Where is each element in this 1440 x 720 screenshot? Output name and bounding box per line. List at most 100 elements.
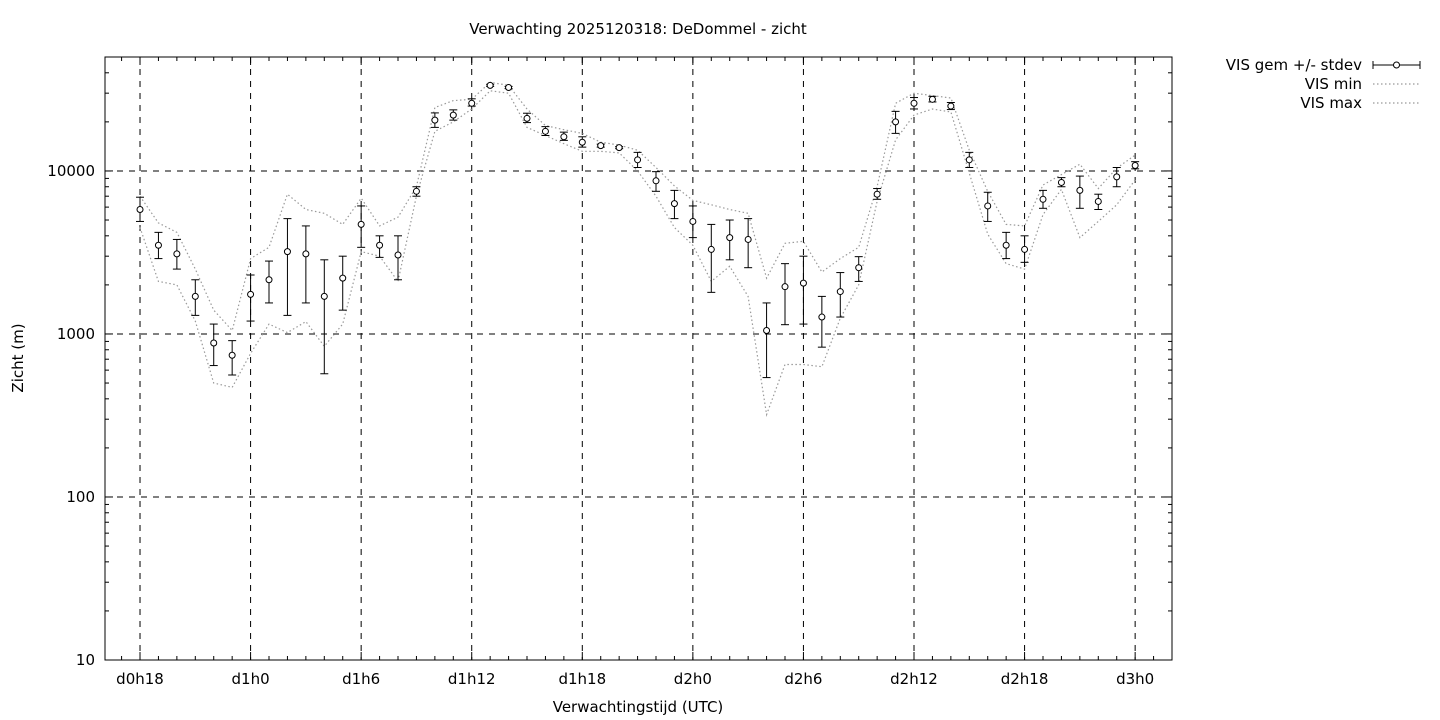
data-point — [301, 225, 310, 304]
data-point — [946, 101, 955, 111]
mean-point — [247, 290, 255, 298]
data-point — [652, 171, 661, 192]
mean-point — [394, 251, 402, 259]
data-point — [172, 238, 181, 270]
data-point — [799, 255, 808, 325]
mean-point — [744, 235, 752, 243]
x-tick-label-3: d1h12 — [448, 670, 496, 688]
mean-point — [652, 177, 660, 185]
data-point — [154, 231, 163, 260]
chart-title: Verwachting 2025120318: DeDommel - zicht — [469, 20, 807, 38]
axis-ticks: d0h18 d1h0 d1h6 d1h12 d1h18 d2h0 d2h6 d2h12 d2h1… — [47, 57, 1173, 688]
data-point — [1112, 166, 1121, 188]
x-tick-label-0: d0h18 — [116, 670, 164, 688]
mean-point — [265, 276, 273, 284]
mean-point — [928, 95, 936, 103]
mean-point — [302, 250, 310, 258]
mean-point — [1021, 245, 1029, 253]
data-point — [762, 302, 771, 379]
data-point — [209, 323, 218, 367]
mean-point — [855, 264, 863, 272]
data-point — [965, 151, 974, 168]
series-line-vis-max — [139, 81, 1136, 332]
data-point — [1002, 231, 1011, 260]
x-axis-label: Verwachtingstijd (UTC) — [553, 698, 724, 716]
mean-point — [892, 118, 900, 126]
data-point — [781, 263, 790, 326]
mean-point — [412, 187, 420, 195]
data-point — [983, 191, 992, 222]
mean-point — [339, 274, 347, 282]
data-point — [357, 205, 366, 248]
mean-point — [615, 144, 623, 152]
y-tick-label-3: 10000 — [47, 162, 95, 180]
data-point — [338, 255, 347, 311]
y-axis-label: Zicht (m) — [9, 323, 27, 392]
plot-frame — [104, 56, 1173, 661]
mean-point — [1131, 161, 1139, 169]
mean-point — [634, 156, 642, 164]
x-tick-label-9: d3h0 — [1116, 670, 1154, 688]
mean-point — [726, 234, 734, 242]
data-point — [578, 136, 587, 148]
data-point — [467, 98, 476, 107]
mean-point — [947, 102, 955, 110]
legend-swatch-point — [1393, 61, 1400, 69]
data-point — [873, 188, 882, 200]
data-point — [633, 151, 642, 168]
mean-point — [376, 241, 384, 249]
mean-point — [984, 202, 992, 210]
data-point — [1131, 161, 1140, 170]
data-point — [744, 218, 753, 269]
data-point — [412, 186, 421, 197]
x-tick-label-6: d2h6 — [784, 670, 822, 688]
mean-point — [578, 138, 586, 146]
data-point — [449, 109, 458, 121]
mean-point — [468, 99, 476, 107]
mean-point — [541, 127, 549, 135]
mean-point — [505, 83, 513, 91]
mean-point — [154, 241, 162, 249]
data-point — [504, 83, 513, 91]
data-point — [136, 196, 145, 222]
x-tick-label-4: d1h18 — [558, 670, 606, 688]
y-tick-label-1: 100 — [66, 488, 95, 506]
mean-point — [191, 292, 199, 300]
mean-point — [173, 250, 181, 258]
data-point — [523, 112, 532, 124]
mean-point — [689, 217, 697, 225]
data-point — [320, 259, 329, 375]
legend-label-2: VIS max — [1300, 94, 1362, 112]
data-point — [817, 295, 826, 348]
mean-point — [836, 288, 844, 296]
mean-point — [1094, 197, 1102, 205]
data-point — [1094, 193, 1103, 211]
data-point — [246, 274, 255, 322]
series — [136, 81, 1140, 417]
data-point — [1075, 175, 1084, 209]
mean-point — [670, 200, 678, 208]
legend-label-1: VIS min — [1305, 75, 1362, 93]
mean-point — [1057, 178, 1065, 186]
data-point — [394, 235, 403, 281]
mean-point — [228, 351, 236, 359]
mean-point — [818, 313, 826, 321]
mean-point — [210, 339, 218, 347]
y-tick-label-2: 1000 — [57, 325, 95, 343]
mean-point — [523, 114, 531, 122]
mean-point — [1076, 186, 1084, 194]
mean-point — [1113, 173, 1121, 181]
mean-point — [1002, 241, 1010, 249]
data-point — [910, 97, 919, 110]
data-point — [854, 256, 863, 282]
y-tick-label-0: 10 — [76, 651, 95, 669]
data-point — [1057, 177, 1066, 188]
mean-point — [597, 142, 605, 150]
mean-point — [910, 99, 918, 107]
data-point — [836, 272, 845, 318]
mean-point — [320, 292, 328, 300]
data-point — [928, 95, 937, 103]
mean-point — [763, 327, 771, 335]
mean-point — [449, 111, 457, 119]
